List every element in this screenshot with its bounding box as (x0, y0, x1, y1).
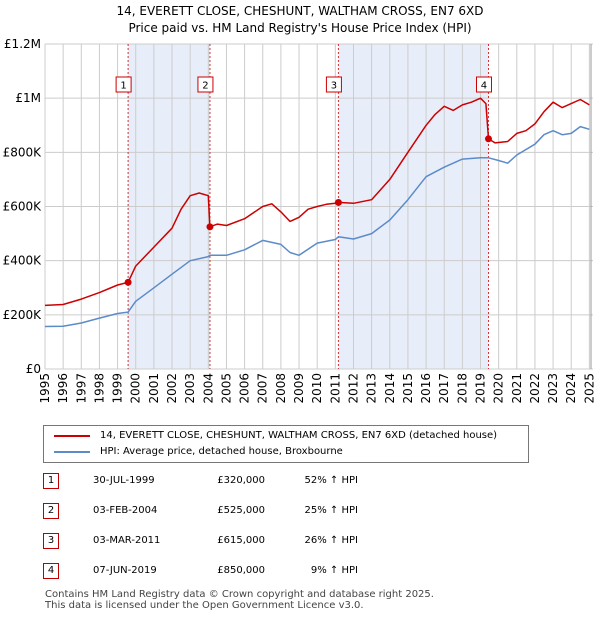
x-tick-label: 1996 (56, 373, 70, 404)
y-tick-label: £1.2M (4, 37, 41, 51)
y-tick-label: £600K (3, 200, 43, 214)
x-tick-label: 2024 (564, 373, 578, 404)
x-tick-label: 2005 (219, 373, 233, 404)
x-tick-label: 2023 (546, 373, 560, 404)
sale-label-number: 4 (481, 81, 487, 92)
sale-point (484, 135, 492, 143)
x-tick-label: 2015 (401, 373, 415, 404)
x-tick-label: 1995 (38, 373, 52, 404)
chart-title: 14, EVERETT CLOSE, CHESHUNT, WALTHAM CRO… (116, 4, 484, 18)
sale-hpi-change: 25% ↑ HPI (304, 505, 358, 516)
hpi-line (44, 125, 590, 328)
sale-point (124, 278, 132, 286)
legend-label-hpi: HPI: Average price, detached house, Brox… (100, 446, 343, 457)
x-tick-label: 2000 (129, 373, 143, 404)
chart-subtitle: Price paid vs. HM Land Registry's House … (128, 21, 472, 35)
x-tick-label: 2001 (147, 373, 161, 404)
x-tick-label: 2013 (365, 373, 379, 404)
y-tick-label: £1M (15, 91, 41, 105)
sale-date: 03-FEB-2004 (93, 505, 158, 516)
x-tick-label: 2003 (183, 373, 197, 404)
sale-number-badge: 1 (43, 473, 59, 489)
x-tick-label: 2006 (238, 373, 252, 404)
sale-hpi-change: 9% ↑ HPI (310, 565, 358, 576)
sale-label-box (115, 76, 132, 93)
y-tick-label: £200K (3, 308, 43, 322)
x-tick-label: 2018 (455, 373, 469, 404)
x-tick-label: 1999 (111, 373, 125, 404)
sale-label-box (197, 76, 214, 93)
sale-label-number: 2 (202, 81, 208, 92)
y-tick-label: £400K (3, 254, 43, 268)
x-tick-label: 2004 (201, 373, 215, 404)
legend-label-price: 14, EVERETT CLOSE, CHESHUNT, WALTHAM CRO… (100, 430, 498, 441)
sale-row: 4 07-JUN-2019 £850,000 9% ↑ HPI (43, 563, 583, 581)
sale-price: £525,000 (217, 505, 265, 516)
legend: 14, EVERETT CLOSE, CHESHUNT, WALTHAM CRO… (43, 425, 529, 463)
x-tick-label: 2012 (346, 373, 360, 404)
x-tick-label: 2022 (528, 373, 542, 404)
sale-row: 2 03-FEB-2004 £525,000 25% ↑ HPI (43, 503, 583, 521)
sale-price: £615,000 (217, 535, 265, 546)
x-tick-label: 1997 (74, 373, 88, 404)
x-tick-label: 2019 (473, 373, 487, 404)
sale-label-box (325, 76, 342, 93)
x-tick-label: 2016 (419, 373, 433, 404)
y-tick-label: £0 (26, 362, 41, 376)
x-tick-label: 2010 (310, 373, 324, 404)
sale-number-badge: 4 (43, 563, 59, 579)
x-tick-label: 2002 (165, 373, 179, 404)
x-tick-label: 2011 (328, 373, 342, 404)
footer: Contains HM Land Registry data © Crown c… (45, 589, 434, 611)
legend-swatch-hpi (54, 451, 90, 453)
legend-swatch-price (54, 435, 90, 437)
sale-point (334, 198, 342, 206)
sale-date: 07-JUN-2019 (93, 565, 157, 576)
y-tick-label: £800K (3, 145, 43, 159)
x-tick-label: 2025 (582, 373, 596, 404)
sale-row: 1 30-JUL-1999 £320,000 52% ↑ HPI (43, 473, 583, 491)
sale-hpi-change: 52% ↑ HPI (304, 475, 358, 486)
sale-date: 30-JUL-1999 (93, 475, 155, 486)
sale-date: 03-MAR-2011 (93, 535, 161, 546)
x-tick-label: 2014 (383, 373, 397, 404)
sale-label-number: 3 (331, 81, 337, 92)
x-tick-label: 2017 (437, 373, 451, 404)
sale-point (206, 223, 214, 231)
x-tick-label: 2020 (492, 373, 506, 404)
footer-copyright: Contains HM Land Registry data © Crown c… (45, 589, 434, 600)
sale-number-badge: 3 (43, 533, 59, 549)
footer-licence: This data is licensed under the Open Gov… (45, 600, 364, 611)
x-tick-label: 1998 (92, 373, 106, 404)
x-tick-label: 2008 (274, 373, 288, 404)
price-chart: £0 £200K £400K £600K £800K £1M £1.2M 1995 1996 19… (3, 37, 597, 404)
sale-label-number: 1 (120, 81, 126, 92)
sale-label-box (475, 76, 492, 93)
sale-row: 3 03-MAR-2011 £615,000 26% ↑ HPI (43, 533, 583, 551)
sale-price: £850,000 (217, 565, 265, 576)
x-tick-label: 2009 (292, 373, 306, 404)
sale-hpi-change: 26% ↑ HPI (304, 535, 358, 546)
sale-number-badge: 2 (43, 503, 59, 519)
x-tick-label: 2021 (510, 373, 524, 404)
sale-price: £320,000 (217, 475, 265, 486)
x-tick-label: 2007 (256, 373, 270, 404)
